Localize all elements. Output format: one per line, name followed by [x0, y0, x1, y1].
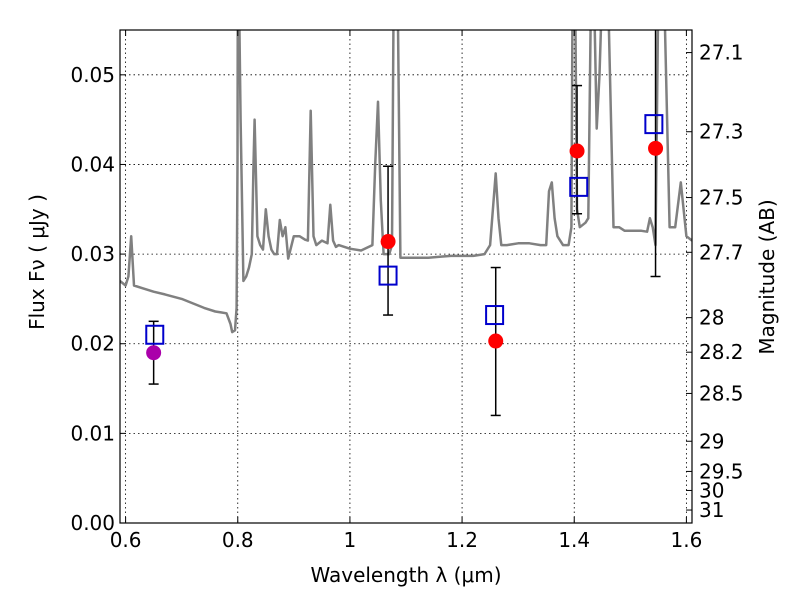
y2-tick-label: 27.5: [699, 186, 744, 210]
y2-tick-label: 29: [699, 429, 724, 453]
axis-ticks: 0.6 0.8 1 1.2 1.4 1.6 0.00 0.01 0.02 0.03 0.04 0.05…: [70, 30, 744, 552]
model-flux-square: [378, 265, 398, 286]
y-tick-label: 0.01: [70, 421, 115, 445]
model-flux-square: [569, 176, 589, 197]
x-tick-label: 0.8: [222, 528, 254, 552]
spectrum-line: [120, 30, 692, 334]
y-tick-label: 0.02: [70, 332, 115, 356]
y-axis-label: Flux Fν ( μJy ): [25, 194, 49, 330]
y2-tick-label: 30: [699, 478, 724, 502]
y2-tick-label: 29.5: [699, 459, 744, 483]
grid-lines: [120, 30, 692, 524]
x-tick-label: 1: [344, 528, 357, 552]
model-flux-square: [485, 305, 505, 326]
data-points: [145, 30, 664, 417]
observed-flux-point: [488, 333, 504, 349]
y2-tick-label: 28: [699, 306, 724, 330]
y-tick-label: 0.05: [70, 63, 115, 87]
observed-flux-point: [648, 140, 664, 156]
plot-frame: [119, 29, 693, 524]
model-spectrum: [120, 30, 692, 334]
observed-flux-point: [380, 234, 396, 250]
y2-tick-label: 27.7: [699, 240, 744, 264]
y-tick-label: 0.00: [70, 511, 115, 535]
x-tick-label: 1.4: [558, 528, 590, 552]
observed-flux-point: [569, 143, 585, 159]
y-tick-label: 0.04: [70, 152, 115, 176]
y2-tick-label: 27.3: [699, 120, 744, 144]
y-tick-label: 0.03: [70, 242, 115, 266]
model-flux-square: [145, 324, 165, 345]
y2-tick-label: 27.1: [699, 41, 744, 65]
x-tick-label: 1.2: [446, 528, 478, 552]
model-flux-square: [644, 114, 664, 135]
x-tick-label: 1.6: [670, 528, 702, 552]
x-tick-label: 0.6: [110, 528, 142, 552]
observed-flux-point: [146, 345, 162, 361]
y2-tick-label: 28.5: [699, 381, 744, 405]
y2-tick-label: 31: [699, 498, 724, 522]
y2-tick-label: 28.2: [699, 340, 744, 364]
x-axis-label: Wavelength λ (μm): [310, 563, 501, 587]
y2-axis-label: Magnitude (AB): [755, 199, 779, 354]
